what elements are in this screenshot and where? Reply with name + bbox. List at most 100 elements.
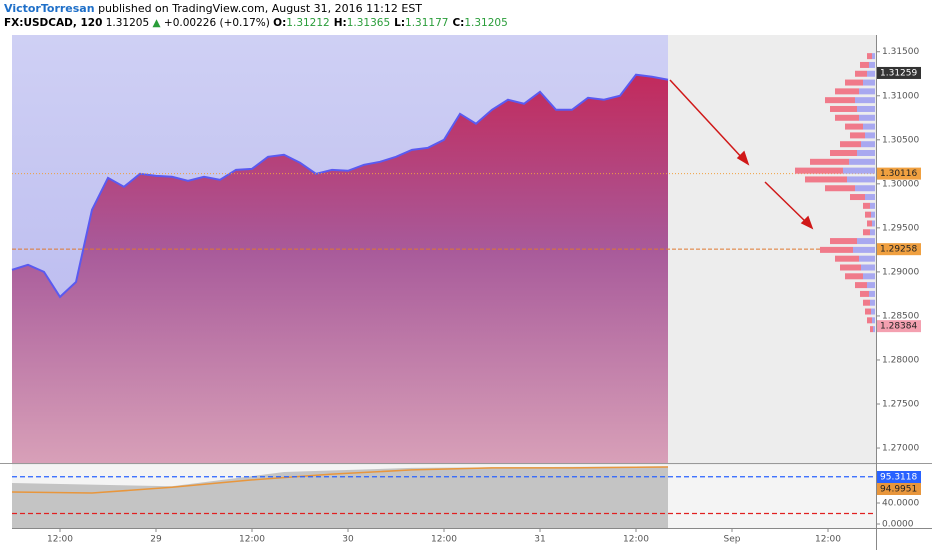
profile-sell (867, 53, 872, 60)
profile-sell (865, 211, 871, 218)
profile-buy (859, 88, 875, 95)
profile-buy (865, 194, 875, 201)
profile-sell (830, 238, 857, 245)
ohlc-label: C: (452, 17, 465, 29)
y-tick-label: 1.27500 (882, 399, 919, 409)
profile-buy (855, 97, 875, 104)
price-label-box (877, 320, 921, 333)
y-tick-label: 1.31000 (882, 91, 919, 101)
arrow: ▲ (152, 17, 161, 29)
profile-buy (870, 202, 875, 209)
profile-sell (825, 97, 855, 104)
author[interactable]: VictorTorresan (4, 2, 95, 15)
profile-buy (873, 326, 875, 333)
ohlc-label: L: (394, 17, 406, 29)
price-label-box (877, 167, 921, 180)
y-tick-label: 1.27000 (882, 444, 919, 454)
profile-sell (845, 273, 863, 280)
profile-sell (867, 317, 872, 324)
ohlc-label: H: (333, 17, 347, 29)
profile-sell (830, 105, 857, 112)
profile-buy (869, 290, 875, 297)
profile-buy (871, 308, 875, 315)
indicator-line (11, 466, 669, 494)
profile-buy (867, 70, 875, 77)
profile-sell (865, 308, 871, 315)
x-tick-label: 30 (342, 535, 354, 545)
profile-buy (871, 211, 875, 218)
x-tick-label: 29 (150, 535, 162, 545)
profile-buy (853, 246, 875, 253)
x-tick-label: 12:00 (431, 535, 457, 545)
profile-sell (860, 290, 869, 297)
indicator-last-label: 94.9951 (880, 485, 917, 495)
profile-sell (830, 150, 857, 157)
y-tick-label: 1.31500 (882, 47, 919, 57)
ohlc-value: 1.31212 (286, 17, 330, 29)
profile-sell (840, 141, 861, 148)
last: 1.31205 (105, 17, 150, 29)
y-tick-label: 1.29500 (882, 223, 919, 233)
profile-buy (863, 123, 875, 130)
profile-sell (835, 114, 859, 121)
profile-buy (863, 79, 875, 86)
profile-sell (820, 246, 853, 253)
profile-buy (867, 282, 875, 289)
symbol: FX:USDCAD, 120 (4, 17, 103, 29)
price-label-box (877, 243, 921, 256)
profile-sell (870, 326, 873, 333)
profile-buy (849, 158, 875, 165)
profile-sell (850, 194, 865, 201)
profile-buy (872, 220, 875, 227)
profile-sell (860, 61, 869, 68)
profile-sell (863, 202, 870, 209)
profile-sell (855, 282, 867, 289)
ohlc-value: 1.31205 (464, 17, 508, 29)
price-label: 1.30116 (880, 169, 917, 179)
profile-buy (870, 299, 875, 306)
y-tick-label: 1.28000 (882, 355, 919, 365)
x-tick-label: Sep (724, 535, 741, 545)
price-area (12, 74, 668, 463)
profile-buy (859, 114, 875, 121)
y-tick-label: 1.28500 (882, 311, 919, 321)
annotations (669, 79, 814, 230)
profile-sell (795, 167, 843, 174)
x-tick-label: 31 (534, 535, 545, 545)
profile-buy (857, 105, 875, 112)
profile-sell (805, 176, 847, 183)
x-tick-label: 12:00 (47, 535, 73, 545)
profile-buy (872, 53, 875, 60)
y-tick-label: 1.30500 (882, 135, 919, 145)
profile-sell (867, 220, 872, 227)
published: published on TradingView.com, August 31,… (98, 2, 423, 15)
profile-sell (835, 88, 859, 95)
indicator-last-label: 95.3118 (880, 473, 917, 483)
profile-buy (857, 238, 875, 245)
x-tick-label: 12:00 (239, 535, 265, 545)
profile-sell (845, 79, 863, 86)
profile-sell (863, 299, 870, 306)
price-label: 1.31259 (880, 68, 917, 78)
profile-buy (863, 273, 875, 280)
profile-buy (861, 264, 875, 271)
profile-sell (863, 229, 870, 236)
indicator-last-box (877, 471, 921, 483)
price-label: 1.28384 (880, 322, 917, 332)
change: +0.00226 (+0.17%) (163, 17, 270, 29)
price-line (11, 73, 669, 299)
ohlc-label: O: (273, 17, 287, 29)
profile-sell (855, 70, 867, 77)
indicator-last-box (877, 483, 921, 495)
profile-buy (847, 176, 875, 183)
x-tick-label: 12:00 (623, 535, 649, 545)
price-label: 1.29258 (880, 245, 917, 255)
profile-buy (859, 255, 875, 262)
profile-buy (872, 317, 875, 324)
profile-buy (869, 61, 875, 68)
ohlc-value: 1.31177 (405, 17, 449, 29)
ohlc: O:1.31212 H:1.31365 L:1.31177 C:1.31205 (273, 17, 512, 29)
profile-buy (855, 185, 875, 192)
